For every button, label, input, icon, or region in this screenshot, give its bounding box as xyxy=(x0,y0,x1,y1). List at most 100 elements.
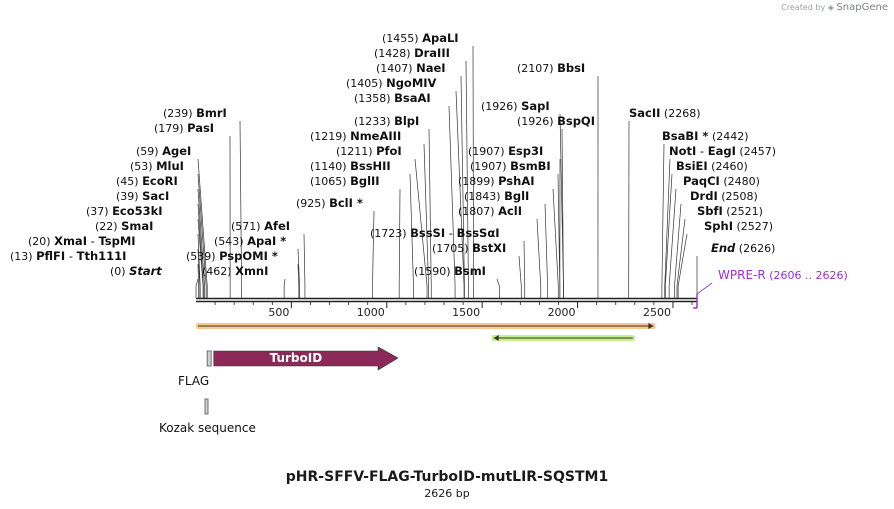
site-leader-line xyxy=(674,203,682,298)
site-leader-line xyxy=(448,105,456,298)
site-position: (1807) xyxy=(458,205,498,218)
site-position: (13) xyxy=(10,250,36,263)
snapgene-logo-icon: ◈ xyxy=(827,3,834,12)
site-leader-line xyxy=(428,128,432,298)
site-name: BsaAI xyxy=(394,91,431,105)
site-name: DrdI xyxy=(690,189,718,203)
site-name: AclI xyxy=(498,204,522,218)
site-position: (239) xyxy=(163,107,196,120)
site-position: (1233) xyxy=(354,115,394,128)
map-length: 2626 bp xyxy=(424,487,470,500)
site-label: (1705) BstXI xyxy=(432,241,506,255)
site-position: (539) xyxy=(186,250,219,263)
site-name: BssSI xyxy=(410,226,445,240)
site-label: (2107) BbsI xyxy=(517,61,585,75)
ruler-tick-label: 1000 xyxy=(357,306,385,319)
site-label: BsaBI * (2442) xyxy=(662,129,749,143)
site-name: SapI xyxy=(521,99,550,113)
site-leader-line xyxy=(297,263,300,298)
site-name: XmnI xyxy=(235,264,268,278)
site-leader-lines xyxy=(195,45,698,298)
site-label: (1843) BglI xyxy=(464,189,529,203)
site-leader-line xyxy=(197,218,204,298)
primer-label: WPRE-R (2606 .. 2626) xyxy=(718,268,848,282)
site-label: (1723) BssSI - BssSαI xyxy=(370,226,500,240)
site-leader-line xyxy=(197,248,201,298)
site-leader-line xyxy=(423,143,429,298)
site-name-2: Tth111I xyxy=(77,249,127,263)
site-position: (179) xyxy=(154,122,187,135)
site-leader-line xyxy=(398,188,401,298)
site-leader-line xyxy=(297,248,300,298)
site-name: XmaI xyxy=(54,234,87,248)
site-label: (1233) BlpI xyxy=(354,114,419,128)
site-label: (571) AfeI xyxy=(231,219,290,233)
site-name: SacII xyxy=(629,106,660,120)
site-label: (13) PflFI - Tth111I xyxy=(10,249,126,263)
site-position: (1926) xyxy=(481,100,521,113)
site-label: End (2626) xyxy=(711,241,775,255)
orange-feature-bar-arrowhead xyxy=(648,323,654,329)
site-label: (543) ApaI * xyxy=(214,234,286,248)
site-name: BglI xyxy=(504,189,529,203)
site-label: (925) BclI * xyxy=(296,196,363,210)
site-label: (1899) PshAI xyxy=(458,174,535,188)
site-leader-line xyxy=(465,60,469,298)
site-leader-line xyxy=(455,90,465,298)
site-name: MluI xyxy=(156,159,184,173)
credit-prefix: Created by xyxy=(781,3,826,12)
site-label: (53) MluI xyxy=(130,159,184,173)
site-name: AfeI xyxy=(264,219,290,233)
site-leader-line xyxy=(195,278,199,298)
site-position: (2107) xyxy=(517,62,557,75)
site-label: NotI - EagI (2457) xyxy=(669,144,776,158)
map-title: pHR-SFFV-FLAG-TurboID-mutLIR-SQSTM1 xyxy=(285,469,609,485)
ruler-tick-label: 2500 xyxy=(643,306,671,319)
primer-leader xyxy=(696,282,713,295)
site-leader-line xyxy=(536,218,542,298)
site-label: (1907) Esp3I xyxy=(468,144,543,158)
site-position: (1926) xyxy=(517,115,557,128)
site-leader-line xyxy=(677,233,688,298)
site-position: (1590) xyxy=(414,265,454,278)
site-leader-line xyxy=(552,188,559,298)
site-name: SacI xyxy=(142,189,169,203)
primer-name: WPRE-R xyxy=(718,268,766,282)
site-separator: - xyxy=(696,144,707,158)
ruler-ticks: 500 1000 1500 2000 2500 xyxy=(214,302,693,319)
site-name: NaeI xyxy=(416,61,445,75)
site-name-2: EagI xyxy=(708,144,736,158)
site-position: (1140) xyxy=(310,160,350,173)
site-position: (1907) xyxy=(470,160,510,173)
site-name: BmrI xyxy=(196,106,227,120)
site-leader-line xyxy=(661,143,665,298)
site-position: (2626) xyxy=(735,242,775,255)
site-position: (1455) xyxy=(382,32,422,45)
site-name: BspQI xyxy=(557,114,595,128)
site-label: (22) SmaI xyxy=(95,219,153,233)
site-position: (2460) xyxy=(708,160,748,173)
site-star: * xyxy=(353,196,363,210)
site-name: End xyxy=(711,241,736,255)
site-position: (1405) xyxy=(346,77,386,90)
site-leader-line xyxy=(676,218,686,298)
site-leader-line xyxy=(283,278,286,298)
site-name: ApaI xyxy=(247,234,276,248)
features: WPRE-R (2606 .. 2626) TurboID FLAG Kozak se… xyxy=(159,268,848,435)
site-position: (39) xyxy=(116,190,142,203)
site-name: Start xyxy=(129,264,162,278)
site-name: SmaI xyxy=(121,219,153,233)
green-feature-bar-arrowhead xyxy=(493,335,499,341)
site-labels: (0) Start(13) PflFI - Tth111I(20) XmaI -… xyxy=(10,31,776,278)
ruler-tick-label: 1500 xyxy=(452,306,480,319)
site-label: (1926) SapI xyxy=(481,99,550,113)
site-position: (2521) xyxy=(723,205,763,218)
site-name: BlpI xyxy=(394,114,419,128)
site-name: PflFI xyxy=(36,249,65,263)
site-leader-line xyxy=(197,203,204,298)
site-name: PspOMI xyxy=(219,249,268,263)
site-position: (2442) xyxy=(708,130,748,143)
site-position: (59) xyxy=(136,145,162,158)
site-leader-line xyxy=(239,120,242,298)
